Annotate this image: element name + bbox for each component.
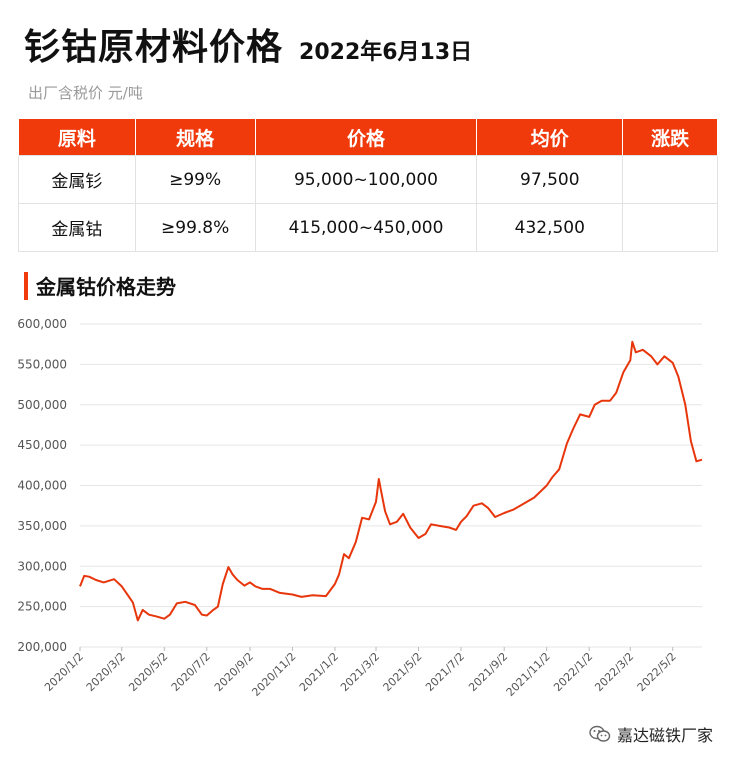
price-series-line (79, 340, 703, 622)
cobalt-price-line-chart: 200,000 250,000 300,000 350,000 400,000 450,0… (17, 317, 703, 699)
x-tick-label: 2022/1/2 (551, 650, 595, 694)
column-header-spec: 规格 (134, 119, 256, 156)
y-tick-label: 200,000 (17, 640, 67, 654)
column-header-average: 均价 (476, 119, 624, 156)
title-row: 钐钴原材料价格 2022年6月13日 (24, 18, 472, 70)
y-tick-label: 600,000 (17, 317, 67, 331)
price-unit-note: 出厂含税价 元/吨 (28, 84, 143, 102)
price-table: 原料 规格 价格 均价 涨跌 金属钐 ≥99% 95,000~100,000 9… (18, 119, 718, 252)
table-cell-change (622, 155, 718, 204)
y-tick-label: 450,000 (17, 438, 67, 452)
x-tick-label: 2020/3/2 (84, 650, 128, 694)
table-cell-average: 432,500 (476, 203, 624, 252)
table-cell-price: 415,000~450,000 (254, 203, 478, 252)
x-tick-label: 2020/11/2 (249, 650, 298, 699)
section-title: 金属钴价格走势 (36, 275, 176, 299)
report-date: 2022年6月13日 (299, 40, 473, 65)
x-tick-label: 2020/1/2 (42, 650, 86, 694)
column-header-price: 价格 (254, 119, 478, 156)
section-header: 金属钴价格走势 (24, 271, 176, 300)
table-cell-average: 97,500 (476, 155, 624, 204)
y-tick-label: 500,000 (17, 398, 67, 412)
table-row: 金属钴 ≥99.8% 415,000~450,000 432,500 (18, 203, 718, 252)
watermark-text: 嘉达磁铁厂家 (616, 726, 713, 745)
column-header-material: 原料 (18, 119, 136, 156)
table-header-row: 原料 规格 价格 均价 涨跌 (18, 119, 718, 156)
column-header-change: 涨跌 (622, 119, 718, 156)
table-cell-spec: ≥99.8% (134, 203, 256, 252)
watermark: 嘉达磁铁厂家 (589, 722, 713, 746)
y-tick-label: 550,000 (17, 357, 67, 371)
x-tick-label: 2020/5/2 (126, 650, 170, 694)
section-accent-bar (24, 271, 28, 300)
x-tick-label: 2022/5/2 (635, 650, 679, 694)
x-tick-label: 2021/1/2 (297, 650, 341, 694)
x-tick-label: 2021/9/2 (466, 650, 510, 694)
table-cell-change (622, 203, 718, 252)
page-title: 钐钴原材料价格 (24, 27, 284, 68)
y-tick-label: 400,000 (17, 479, 67, 493)
x-tick-label: 2020/7/2 (169, 650, 213, 694)
chart-grid (80, 323, 702, 648)
x-tick-label: 2021/5/2 (381, 650, 425, 694)
table-cell-price: 95,000~100,000 (254, 155, 478, 204)
plot-area (79, 340, 703, 622)
y-tick-label: 350,000 (17, 519, 67, 533)
x-tick-label: 2022/3/2 (592, 650, 636, 694)
table-cell-material: 金属钐 (18, 155, 136, 204)
y-tick-label: 250,000 (17, 600, 67, 614)
table-cell-spec: ≥99% (134, 155, 256, 204)
x-tick-label: 2021/7/2 (423, 650, 467, 694)
x-tick-label: 2021/3/2 (338, 650, 382, 694)
y-axis: 200,000 250,000 300,000 350,000 400,000 450,0… (17, 317, 67, 654)
x-tick-label: 2021/11/2 (504, 650, 553, 699)
table-row: 金属钐 ≥99% 95,000~100,000 97,500 (18, 155, 718, 204)
table-cell-material: 金属钴 (18, 203, 136, 252)
y-tick-label: 300,000 (17, 559, 67, 573)
wechat-icon (589, 725, 611, 742)
x-tick-label: 2020/9/2 (212, 650, 256, 694)
